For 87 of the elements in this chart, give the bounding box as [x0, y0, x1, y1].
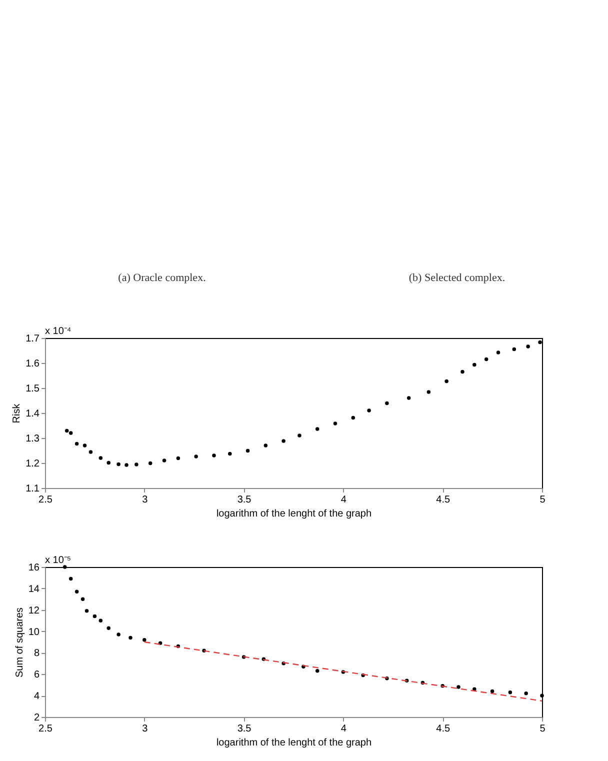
point	[134, 462, 138, 466]
y-tick-label: 1.4	[26, 408, 40, 420]
point	[98, 456, 103, 460]
point	[496, 350, 500, 354]
y-tick-label: 1.7	[26, 334, 40, 344]
point	[82, 444, 87, 448]
point	[367, 408, 371, 412]
point	[88, 450, 93, 454]
y-tick-label: 1.1	[26, 484, 40, 494]
point	[472, 362, 476, 367]
x-tick-label: 3	[142, 494, 148, 506]
point	[63, 565, 67, 569]
point	[508, 690, 512, 694]
text: (a) Oracle complex.	[118, 272, 206, 284]
point	[98, 618, 103, 622]
point	[460, 370, 464, 374]
point	[264, 444, 268, 448]
point	[456, 685, 460, 689]
y-tick-label: 6	[34, 670, 40, 681]
point	[540, 694, 544, 698]
point	[333, 422, 338, 426]
point	[212, 454, 216, 458]
text: (b) Selected complex.	[408, 272, 506, 284]
point	[64, 428, 69, 433]
point	[68, 576, 73, 581]
y-tick-label: 10	[28, 626, 40, 638]
x-tick-label: 2.5	[38, 724, 53, 734]
point	[68, 431, 73, 435]
y-tick-label: 14	[28, 584, 40, 595]
point	[444, 379, 448, 384]
x-tick-label: 3.5	[237, 724, 252, 734]
y-tick-label: 2	[34, 712, 40, 724]
point	[406, 396, 411, 400]
point	[538, 340, 542, 344]
y-tick-label: 1.6	[26, 358, 40, 370]
x-tick-label: 4.5	[436, 724, 450, 734]
point	[162, 458, 166, 462]
y-tick-label: 1.2	[26, 458, 40, 470]
point	[106, 626, 110, 630]
x-tick-label: 5	[540, 724, 546, 734]
y-tick-label: 8	[34, 648, 40, 660]
point	[124, 463, 128, 467]
text: x 10⁻⁴	[45, 326, 72, 337]
point	[315, 669, 320, 673]
point	[142, 638, 146, 642]
x-tick-label: 4	[340, 724, 347, 734]
x-tick-label: 3.5	[237, 494, 252, 506]
y-axis-title: Risk	[12, 402, 23, 424]
point	[148, 461, 152, 466]
point	[84, 609, 89, 613]
point	[246, 448, 250, 453]
point	[74, 590, 79, 594]
point	[80, 597, 85, 602]
point	[351, 416, 356, 420]
point	[298, 434, 302, 438]
x-axis-title: logarithm of the lenght of the graph	[216, 738, 372, 748]
y-tick-label: 4	[34, 691, 40, 702]
point	[484, 357, 488, 362]
point	[526, 344, 530, 348]
point	[490, 689, 494, 694]
point	[385, 401, 389, 406]
y-tick-label: 16	[28, 562, 40, 574]
point	[512, 347, 516, 352]
y-axis-title: Sum of squares	[14, 607, 26, 678]
point	[176, 456, 180, 460]
y-tick-label: 12	[28, 605, 40, 616]
point	[194, 454, 198, 458]
point	[315, 427, 320, 431]
x-tick-label: 3	[142, 724, 148, 734]
point	[116, 632, 120, 636]
point	[228, 452, 232, 456]
y-tick-label: 1.5	[26, 384, 40, 394]
point	[282, 439, 286, 443]
x-tick-label: 2.5	[38, 494, 53, 506]
x-tick-label: 4.5	[436, 494, 450, 506]
point	[92, 614, 97, 618]
point	[128, 636, 132, 640]
point	[426, 390, 431, 394]
x-tick-label: 4	[340, 494, 347, 506]
point	[116, 462, 120, 466]
y-tick-label: 1.3	[26, 434, 40, 444]
point	[74, 442, 79, 446]
point	[106, 460, 110, 465]
x-axis-title: logarithm of the lenght of the graph	[216, 508, 372, 520]
text: x 10⁻⁵	[45, 555, 72, 566]
x-tick-label: 5	[540, 494, 546, 506]
point	[524, 692, 528, 696]
